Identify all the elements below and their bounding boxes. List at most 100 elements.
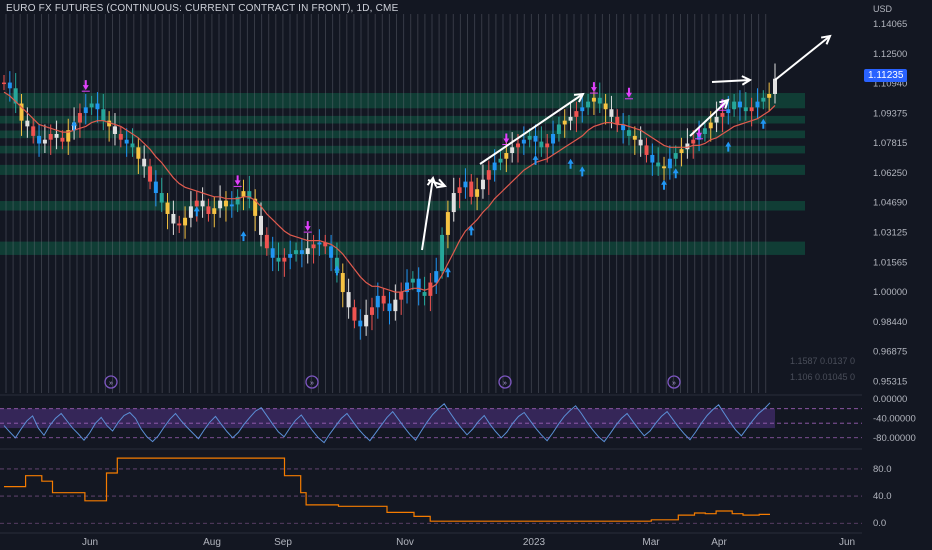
candle-body xyxy=(516,143,520,148)
currency-label: USD xyxy=(873,4,893,14)
candle-body xyxy=(410,278,415,283)
arrow-down-icon xyxy=(82,80,89,91)
candle-body xyxy=(276,257,281,262)
forward-circle-glyph: » xyxy=(503,380,507,387)
indicator-tick-label: 0.0 xyxy=(873,518,886,529)
candle-body xyxy=(638,139,643,146)
candle-body xyxy=(148,166,153,182)
trend-arrow-line xyxy=(711,79,751,83)
candle-body xyxy=(767,93,772,98)
candle-body xyxy=(66,130,71,142)
candle-body xyxy=(743,107,748,112)
trend-arrow-line xyxy=(421,177,434,251)
candle-body xyxy=(445,212,450,235)
candle-body xyxy=(311,244,316,249)
candle-body xyxy=(212,208,217,214)
candle-body xyxy=(568,116,573,121)
y-tick-label: 1.06250 xyxy=(873,168,907,179)
candle-body xyxy=(183,217,188,226)
candle-body xyxy=(317,242,322,245)
candle-body xyxy=(159,193,164,203)
candle-body xyxy=(679,149,684,154)
candle-body xyxy=(241,191,246,197)
candle-body xyxy=(130,143,135,148)
arrow-down-icon xyxy=(696,127,703,138)
candle-body xyxy=(112,126,117,134)
candle-body xyxy=(545,143,550,148)
candle-body xyxy=(19,103,24,121)
candle-body xyxy=(77,113,82,123)
candle-body xyxy=(358,320,363,327)
arrow-up-icon xyxy=(672,168,679,179)
y-tick-label: 0.95315 xyxy=(873,376,907,387)
arrow-down-icon xyxy=(625,87,632,98)
x-tick-label: Apr xyxy=(711,537,727,548)
candle-body xyxy=(498,158,503,163)
candle-body xyxy=(691,139,696,144)
candle-body xyxy=(48,133,53,140)
candle-body xyxy=(597,97,602,104)
candle-body xyxy=(42,139,47,144)
candle-body xyxy=(615,116,620,125)
candle-body xyxy=(229,204,234,207)
arrow-up-icon xyxy=(71,120,78,131)
candle-body xyxy=(294,250,299,254)
candle-body xyxy=(101,109,106,121)
candle-body xyxy=(480,179,485,190)
candle-body xyxy=(603,103,608,110)
y-tick-label: 1.04690 xyxy=(873,198,907,209)
trend-arrow-head xyxy=(741,75,753,86)
candle-body xyxy=(685,143,690,150)
candle-body xyxy=(89,103,94,108)
candle-body xyxy=(7,82,12,89)
highlight-zone xyxy=(0,115,805,124)
trend-arrow-head xyxy=(426,175,438,187)
forward-circle-icon xyxy=(667,375,681,389)
oscillator-tick-label: 0.00000 xyxy=(873,394,907,405)
candle-body xyxy=(510,147,515,154)
candle-body xyxy=(504,153,509,159)
trend-arrow-drawings: » » » » 1.1587 0.0137 0 1.106 0.01045 0 xyxy=(104,34,855,389)
candle-body xyxy=(621,124,626,131)
candle-body xyxy=(218,200,223,209)
candle-body xyxy=(142,158,147,167)
arrow-down-icon xyxy=(590,82,597,93)
arrow-up-icon xyxy=(444,267,451,278)
current-price-badge[interactable]: 1.11235 xyxy=(864,69,908,82)
y-tick-label: 1.10940 xyxy=(873,79,907,90)
candle-body xyxy=(177,223,182,226)
candle-body xyxy=(708,122,713,129)
vertical-session-lines xyxy=(5,14,767,393)
candle-body xyxy=(749,107,754,112)
arrow-up-icon xyxy=(661,179,668,190)
candle-body xyxy=(107,120,112,127)
signal-arrows xyxy=(71,80,767,278)
axes: USD 1.14065 1.12500 1.10940 1.09375 1.07815 1.… xyxy=(82,4,916,548)
candle-body xyxy=(323,242,328,247)
candle-body xyxy=(451,193,456,213)
candle-body xyxy=(399,292,404,300)
candle-body xyxy=(299,250,304,254)
candle-body xyxy=(270,248,275,258)
arrow-down-icon xyxy=(503,133,510,144)
candle-body xyxy=(591,97,596,102)
overlay-text: 1.1587 0.0137 0 xyxy=(790,356,855,366)
candle-body xyxy=(761,97,766,102)
candle-body xyxy=(556,124,561,134)
trend-arrow-line xyxy=(427,179,446,187)
arrow-down-icon xyxy=(234,175,241,186)
candle-body xyxy=(25,120,30,127)
candle-body xyxy=(153,181,158,194)
ema-line-series xyxy=(3,91,776,293)
candle-body xyxy=(574,111,579,117)
y-tick-label: 1.03125 xyxy=(873,228,907,239)
candle-body xyxy=(194,200,199,207)
candle-body xyxy=(136,147,141,159)
arrow-up-icon xyxy=(532,154,539,165)
x-tick-label: Jun xyxy=(82,537,98,548)
overlay-text: 1.106 0.01045 0 xyxy=(790,372,855,382)
candle-body xyxy=(662,166,667,169)
candle-body xyxy=(340,273,345,293)
candle-body xyxy=(632,135,637,140)
trend-arrow-line xyxy=(774,35,831,81)
